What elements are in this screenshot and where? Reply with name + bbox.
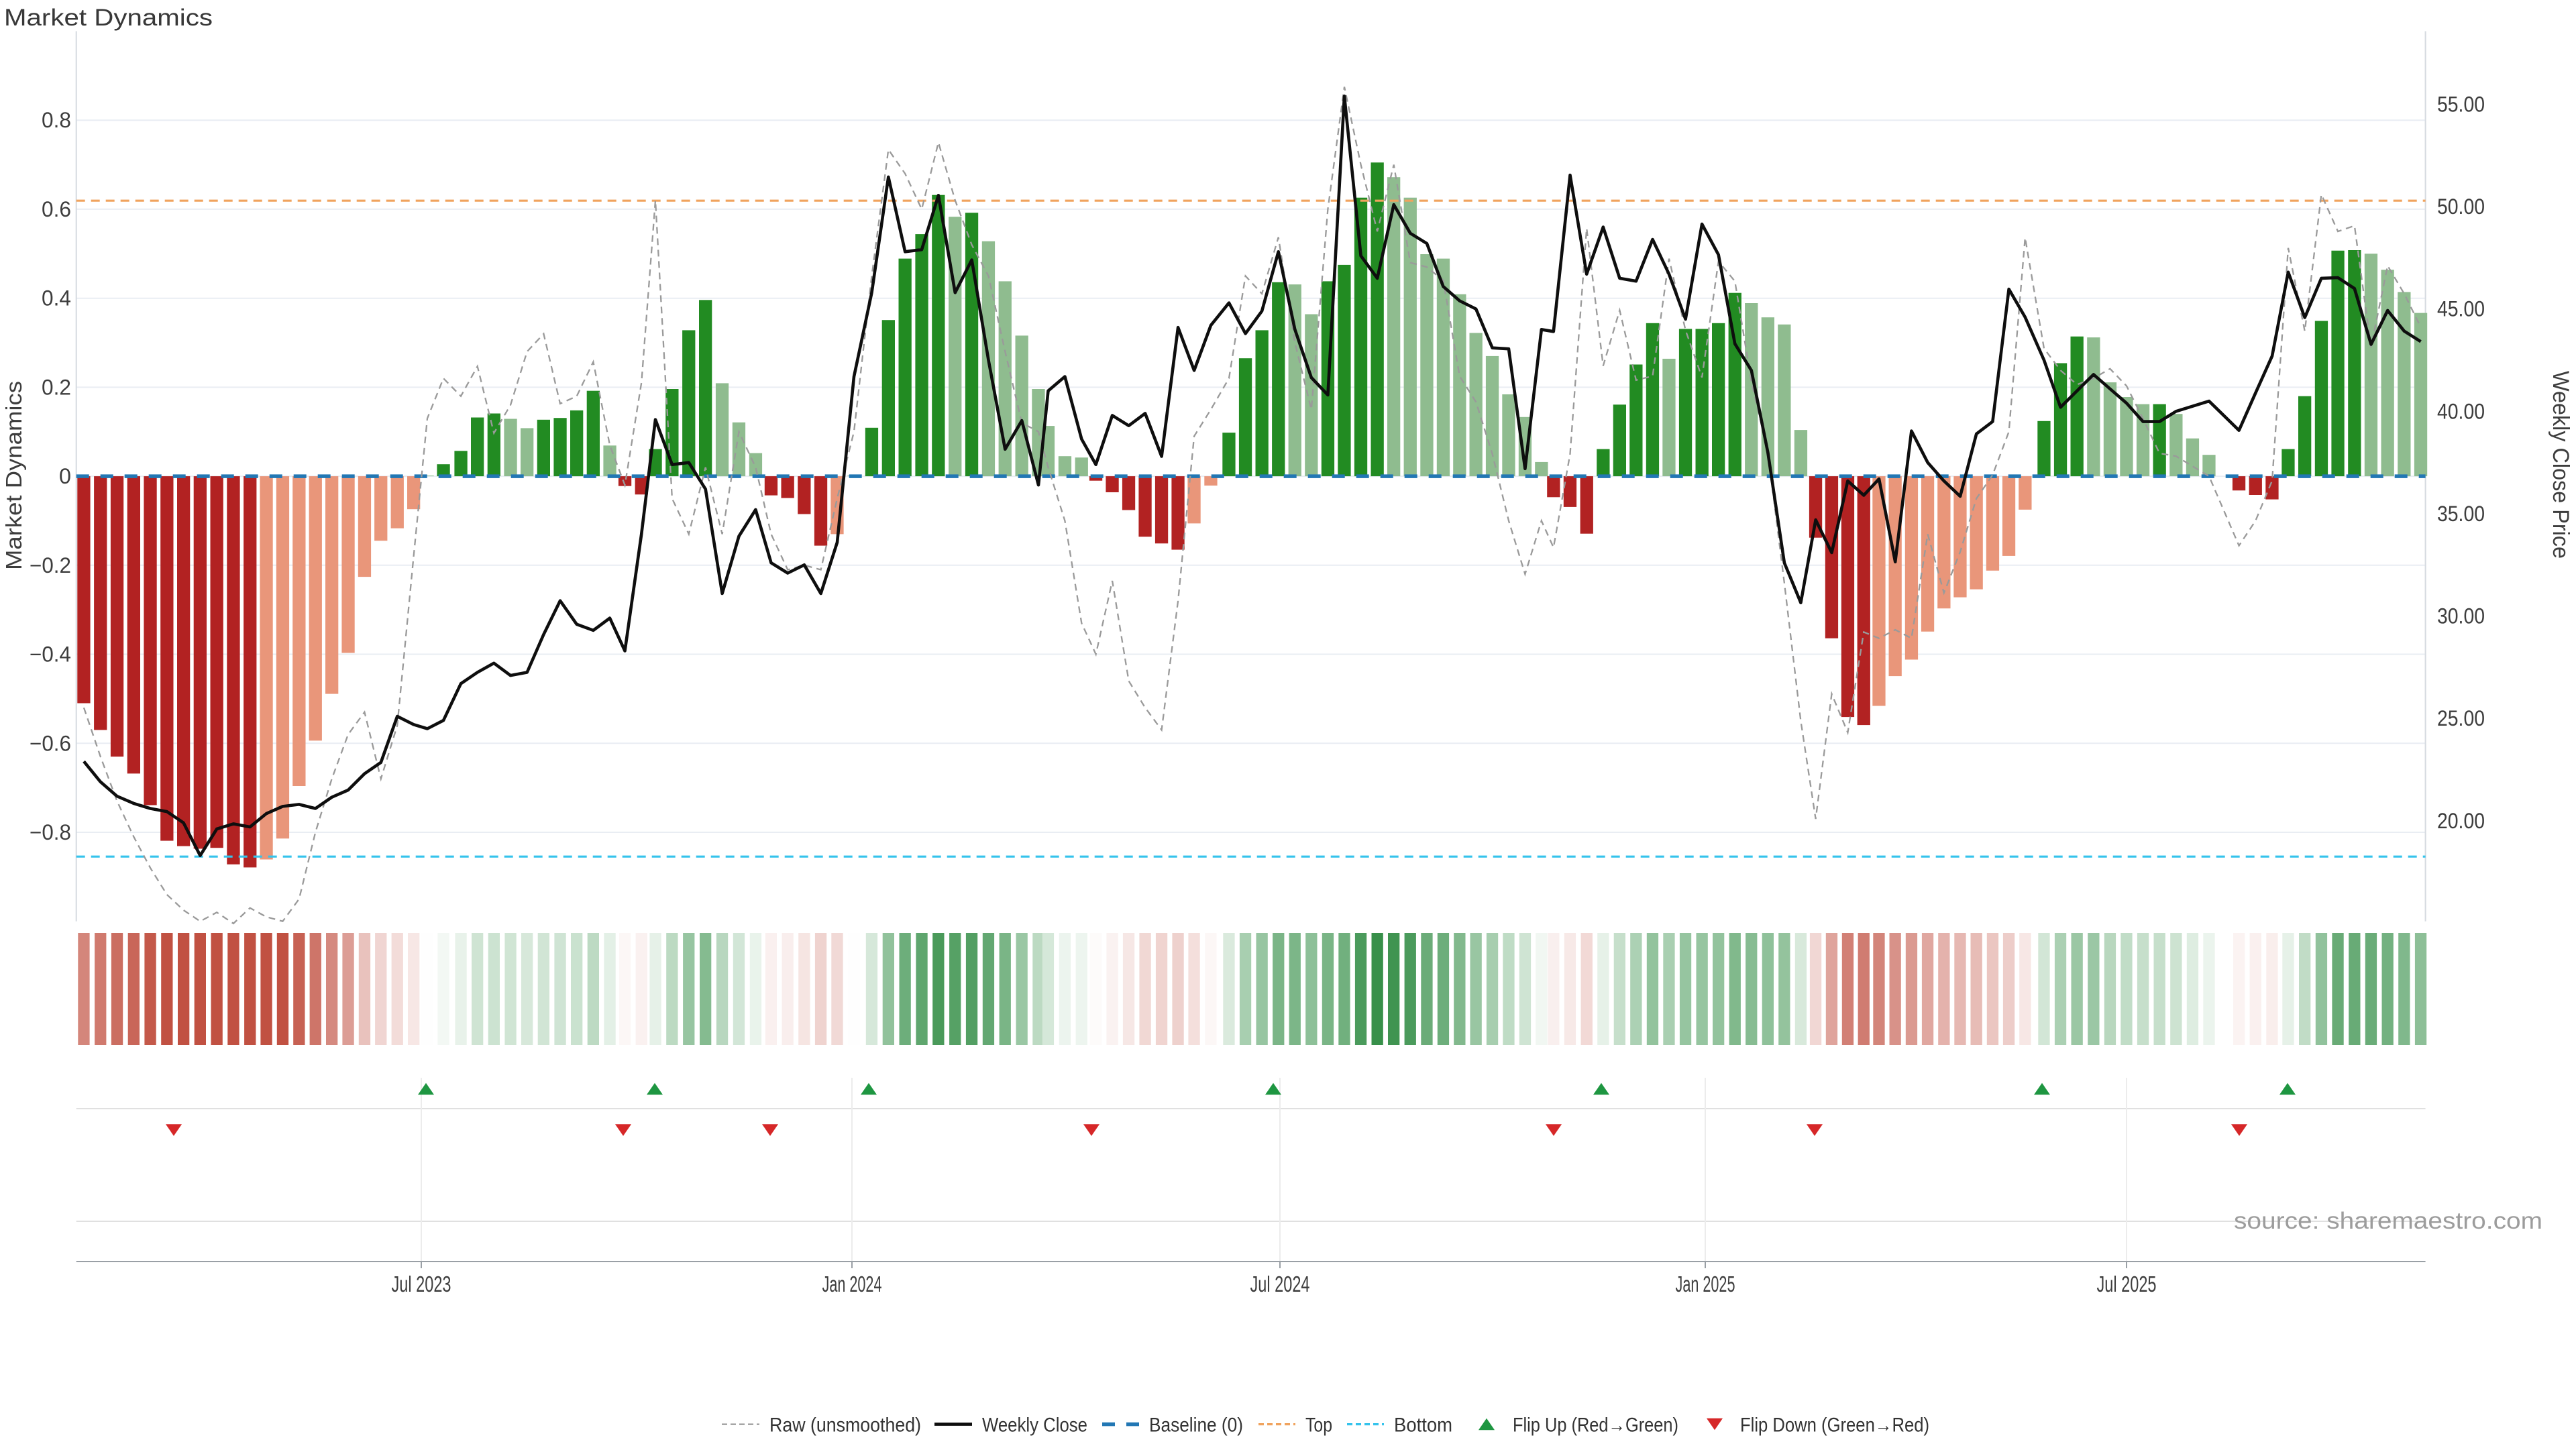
svg-text:Baseline (0): Baseline (0) (1149, 1414, 1243, 1437)
svg-text:Flip Down (Green→Red): Flip Down (Green→Red) (1740, 1414, 1929, 1437)
svg-text:−0.8: −0.8 (30, 820, 71, 844)
svg-text:Jul 2025: Jul 2025 (2097, 1272, 2157, 1296)
svg-text:50.00: 50.00 (2437, 194, 2485, 219)
svg-text:Market Dynamics: Market Dynamics (4, 5, 213, 31)
svg-text:−0.2: −0.2 (30, 553, 71, 577)
svg-text:55.00: 55.00 (2437, 93, 2485, 117)
svg-text:0.2: 0.2 (42, 375, 71, 399)
svg-text:0.4: 0.4 (42, 286, 71, 311)
svg-text:40.00: 40.00 (2437, 399, 2485, 423)
svg-text:−0.6: −0.6 (30, 731, 71, 755)
svg-text:Weekly Close Price: Weekly Close Price (2548, 371, 2573, 559)
svg-text:source: sharemaestro.com: source: sharemaestro.com (2234, 1208, 2542, 1234)
svg-text:−0.4: −0.4 (30, 643, 71, 667)
svg-text:Market Dynamics: Market Dynamics (1, 381, 26, 570)
svg-text:Bottom: Bottom (1394, 1414, 1452, 1437)
svg-text:Jan 2024: Jan 2024 (822, 1272, 882, 1296)
svg-text:45.00: 45.00 (2437, 297, 2485, 321)
svg-text:Jul 2024: Jul 2024 (1250, 1272, 1310, 1296)
svg-text:Top: Top (1305, 1414, 1332, 1437)
svg-text:30.00: 30.00 (2437, 604, 2485, 628)
svg-text:20.00: 20.00 (2437, 809, 2485, 833)
svg-text:Weekly Close: Weekly Close (982, 1414, 1087, 1437)
svg-text:0: 0 (59, 464, 71, 488)
svg-text:0.6: 0.6 (42, 197, 71, 221)
svg-text:0.8: 0.8 (42, 108, 71, 132)
svg-text:Jul 2023: Jul 2023 (392, 1272, 451, 1296)
svg-text:Raw (unsmoothed): Raw (unsmoothed) (769, 1414, 921, 1437)
svg-text:35.00: 35.00 (2437, 502, 2485, 526)
svg-text:Jan 2025: Jan 2025 (1676, 1272, 1735, 1296)
svg-text:Flip Up (Red→Green): Flip Up (Red→Green) (1513, 1414, 1678, 1437)
svg-text:25.00: 25.00 (2437, 706, 2485, 730)
